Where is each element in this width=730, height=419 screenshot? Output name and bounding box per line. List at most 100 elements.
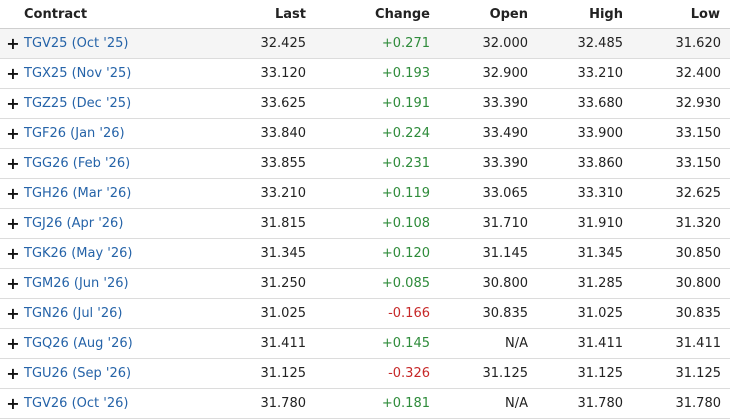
contract-cell: TGJ26 (Apr '26) (24, 208, 176, 239)
low-cell: 33.150 (633, 148, 730, 179)
table-header: Contract Last Change Open High Low (0, 0, 730, 29)
low-cell: 32.400 (633, 58, 730, 89)
contract-cell: TGN26 (Jul '26) (24, 298, 176, 329)
contract-cell: TGV26 (Oct '26) (24, 388, 176, 419)
change-cell: +0.224 (316, 118, 440, 149)
contract-cell: TGM26 (Jun '26) (24, 268, 176, 299)
open-cell: 30.800 (440, 268, 538, 299)
change-cell: -0.166 (316, 298, 440, 329)
high-cell: 33.900 (538, 118, 633, 149)
change-cell: +0.119 (316, 178, 440, 209)
table-row: + TGH26 (Mar '26) 33.210 +0.119 33.065 33.310… (0, 178, 730, 209)
open-cell: N/A (440, 388, 538, 419)
table-row: + TGQ26 (Aug '26) 31.411 +0.145 N/A 31.411 31.… (0, 328, 730, 359)
open-cell: 32.000 (440, 28, 538, 59)
contract-cell: TGX25 (Nov '25) (24, 58, 176, 89)
last-cell: 31.411 (176, 328, 316, 359)
expand-plus-icon[interactable]: + (0, 328, 24, 359)
last-cell: 31.815 (176, 208, 316, 239)
last-cell: 33.120 (176, 58, 316, 89)
low-cell: 32.930 (633, 88, 730, 119)
table-row: + TGM26 (Jun '26) 31.250 +0.085 30.800 31.285… (0, 268, 730, 299)
last-cell: 31.025 (176, 298, 316, 329)
table-row: + TGV26 (Oct '26) 31.780 +0.181 N/A 31.780 31.… (0, 388, 730, 419)
contract-cell: TGG26 (Feb '26) (24, 148, 176, 179)
high-cell: 31.411 (538, 328, 633, 359)
expand-plus-icon[interactable]: + (0, 238, 24, 269)
last-cell: 33.625 (176, 88, 316, 119)
expand-plus-icon[interactable]: + (0, 148, 24, 179)
expand-plus-icon[interactable]: + (0, 118, 24, 149)
last-cell: 32.425 (176, 28, 316, 59)
low-column-header[interactable]: Low (633, 0, 730, 29)
low-cell: 33.150 (633, 118, 730, 149)
contract-link[interactable]: TGK26 (May '26) (24, 246, 133, 261)
high-cell: 31.285 (538, 268, 633, 299)
header-row: Contract Last Change Open High Low (0, 0, 730, 29)
low-cell: 31.125 (633, 358, 730, 389)
change-cell: +0.145 (316, 328, 440, 359)
last-cell: 33.840 (176, 118, 316, 149)
change-column-header[interactable]: Change (316, 0, 440, 29)
table-row: + TGJ26 (Apr '26) 31.815 +0.108 31.710 31.910… (0, 208, 730, 239)
contract-link[interactable]: TGV26 (Oct '26) (24, 396, 129, 411)
expand-plus-icon[interactable]: + (0, 28, 24, 59)
expand-plus-icon[interactable]: + (0, 58, 24, 89)
contract-cell: TGH26 (Mar '26) (24, 178, 176, 209)
low-cell: 31.780 (633, 388, 730, 419)
expand-column-header (0, 0, 24, 29)
contract-link[interactable]: TGX25 (Nov '25) (24, 66, 132, 81)
table-row: + TGU26 (Sep '26) 31.125 -0.326 31.125 31.125… (0, 358, 730, 389)
change-cell: +0.191 (316, 88, 440, 119)
low-cell: 32.625 (633, 178, 730, 209)
open-cell: 33.390 (440, 148, 538, 179)
high-cell: 32.485 (538, 28, 633, 59)
contract-cell: TGF26 (Jan '26) (24, 118, 176, 149)
low-cell: 31.620 (633, 28, 730, 59)
contract-link[interactable]: TGM26 (Jun '26) (24, 276, 129, 291)
high-cell: 31.910 (538, 208, 633, 239)
last-column-header[interactable]: Last (176, 0, 316, 29)
contract-link[interactable]: TGZ25 (Dec '25) (24, 96, 132, 111)
contract-link[interactable]: TGV25 (Oct '25) (24, 36, 129, 51)
high-cell: 31.125 (538, 358, 633, 389)
open-column-header[interactable]: Open (440, 0, 538, 29)
change-cell: +0.193 (316, 58, 440, 89)
contract-link[interactable]: TGU26 (Sep '26) (24, 366, 132, 381)
change-cell: -0.326 (316, 358, 440, 389)
low-cell: 30.800 (633, 268, 730, 299)
contract-cell: TGK26 (May '26) (24, 238, 176, 269)
contract-link[interactable]: TGQ26 (Aug '26) (24, 336, 133, 351)
high-cell: 33.210 (538, 58, 633, 89)
contract-link[interactable]: TGN26 (Jul '26) (24, 306, 123, 321)
contract-link[interactable]: TGG26 (Feb '26) (24, 156, 131, 171)
high-column-header[interactable]: High (538, 0, 633, 29)
change-cell: +0.108 (316, 208, 440, 239)
contract-link[interactable]: TGH26 (Mar '26) (24, 186, 132, 201)
expand-plus-icon[interactable]: + (0, 88, 24, 119)
low-cell: 30.835 (633, 298, 730, 329)
expand-plus-icon[interactable]: + (0, 298, 24, 329)
last-cell: 31.250 (176, 268, 316, 299)
table-row: + TGZ25 (Dec '25) 33.625 +0.191 33.390 33.680… (0, 88, 730, 119)
open-cell: N/A (440, 328, 538, 359)
expand-plus-icon[interactable]: + (0, 388, 24, 419)
high-cell: 33.680 (538, 88, 633, 119)
contract-link[interactable]: TGJ26 (Apr '26) (24, 216, 124, 231)
expand-plus-icon[interactable]: + (0, 358, 24, 389)
table-row: + TGK26 (May '26) 31.345 +0.120 31.145 31.345… (0, 238, 730, 269)
expand-plus-icon[interactable]: + (0, 268, 24, 299)
last-cell: 33.855 (176, 148, 316, 179)
high-cell: 31.780 (538, 388, 633, 419)
low-cell: 31.320 (633, 208, 730, 239)
contract-cell: TGZ25 (Dec '25) (24, 88, 176, 119)
high-cell: 33.310 (538, 178, 633, 209)
expand-plus-icon[interactable]: + (0, 208, 24, 239)
change-cell: +0.181 (316, 388, 440, 419)
change-cell: +0.231 (316, 148, 440, 179)
change-cell: +0.271 (316, 28, 440, 59)
table-row: + TGV25 (Oct '25) 32.425 +0.271 32.000 32.485… (0, 28, 730, 59)
contract-column-header[interactable]: Contract (24, 0, 176, 29)
expand-plus-icon[interactable]: + (0, 178, 24, 209)
contract-link[interactable]: TGF26 (Jan '26) (24, 126, 125, 141)
